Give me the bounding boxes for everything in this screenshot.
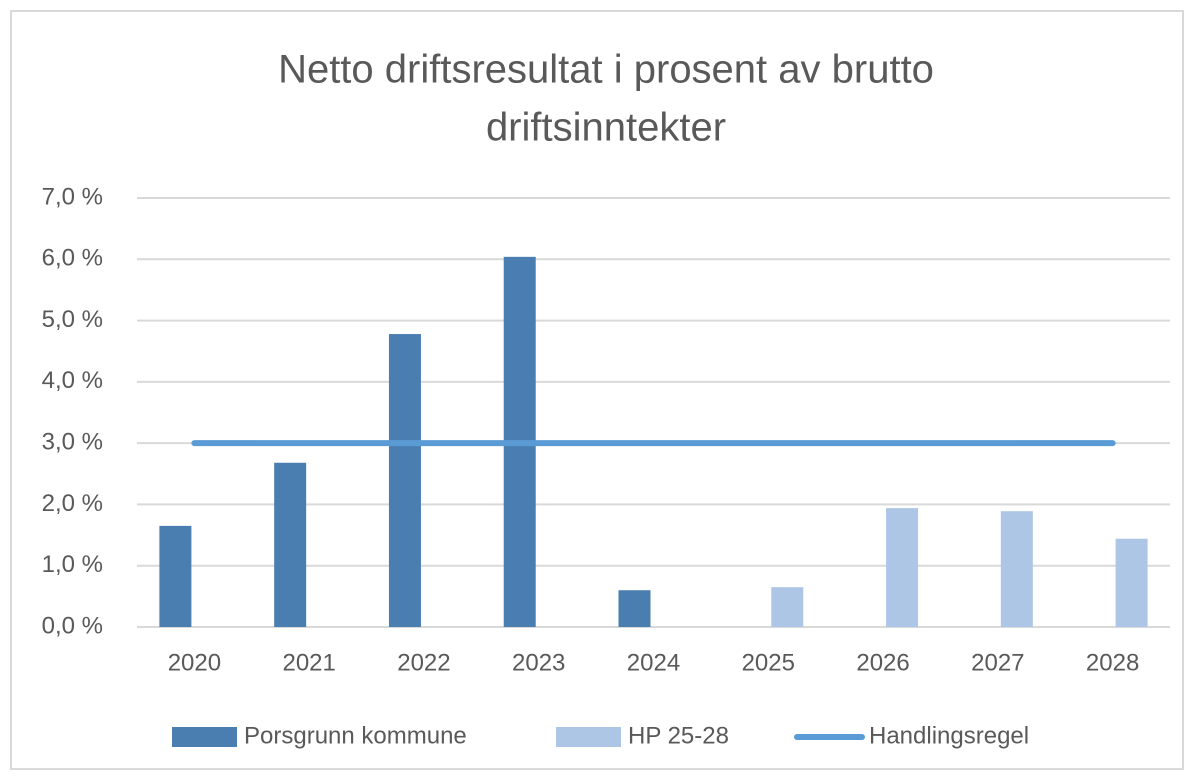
x-tick-label: 2024	[627, 649, 680, 676]
chart-title: Netto driftsresultat i prosent av brutto	[278, 48, 934, 92]
y-tick-label: 6,0 %	[42, 245, 103, 272]
y-tick-label: 4,0 %	[42, 367, 103, 394]
chart-border	[10, 10, 1184, 770]
x-tick-label: 2023	[512, 649, 565, 676]
x-tick-label: 2026	[856, 649, 909, 676]
y-tick-label: 3,0 %	[42, 428, 103, 455]
legend-swatch	[556, 727, 621, 747]
x-tick-label: 2028	[1086, 649, 1139, 676]
bar	[159, 525, 192, 627]
y-tick-label: 2,0 %	[42, 490, 103, 517]
bar	[771, 587, 804, 627]
y-tick-label: 7,0 %	[42, 183, 103, 210]
legend-label: Handlingsregel	[869, 722, 1029, 749]
legend-label: Porsgrunn kommune	[244, 722, 467, 749]
bar	[388, 334, 421, 627]
y-tick-label: 5,0 %	[42, 306, 103, 333]
y-tick-label: 0,0 %	[42, 612, 103, 639]
x-tick-label: 2021	[282, 649, 335, 676]
x-tick-label: 2025	[742, 649, 795, 676]
bar	[618, 590, 651, 627]
y-tick-label: 1,0 %	[42, 551, 103, 578]
x-tick-label: 2022	[397, 649, 450, 676]
bar	[1000, 511, 1033, 627]
legend-swatch	[172, 727, 237, 747]
x-tick-label: 2027	[971, 649, 1024, 676]
bar	[1115, 538, 1148, 627]
legend-label: HP 25-28	[628, 722, 729, 749]
bar	[274, 462, 307, 627]
chart-title: driftsinntekter	[486, 106, 726, 150]
bar	[886, 508, 919, 627]
x-tick-label: 2020	[168, 649, 221, 676]
